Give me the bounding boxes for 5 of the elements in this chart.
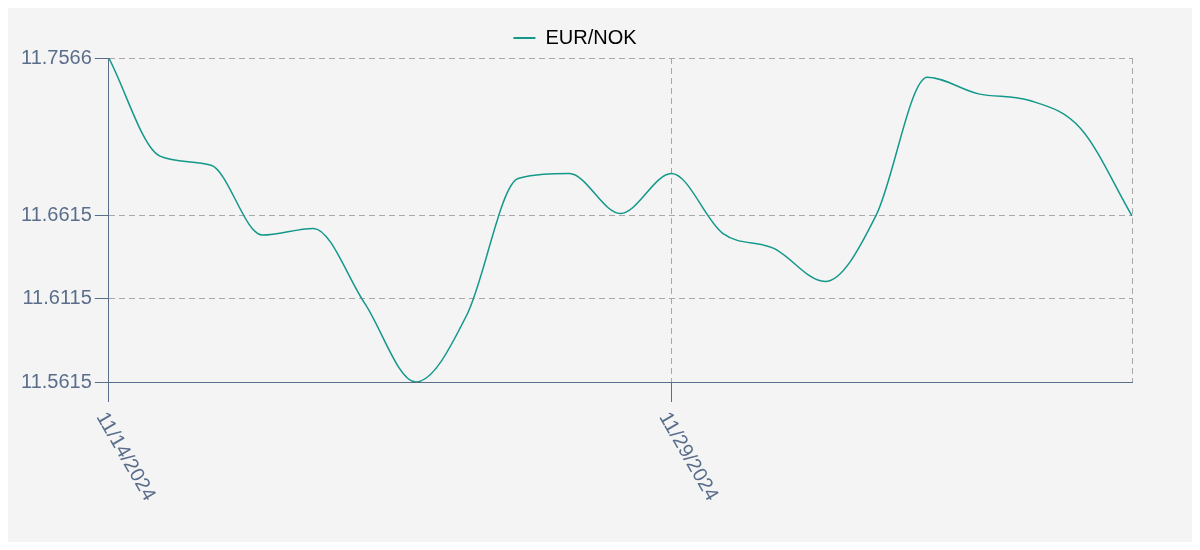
- y-tick-label: 11.6115: [22, 286, 92, 309]
- y-tick-label: 11.7566: [21, 45, 92, 68]
- legend-label: EUR/NOK: [545, 25, 638, 48]
- y-tick-label: 11.5615: [21, 369, 92, 392]
- y-tick-label: 11.6615: [21, 203, 92, 226]
